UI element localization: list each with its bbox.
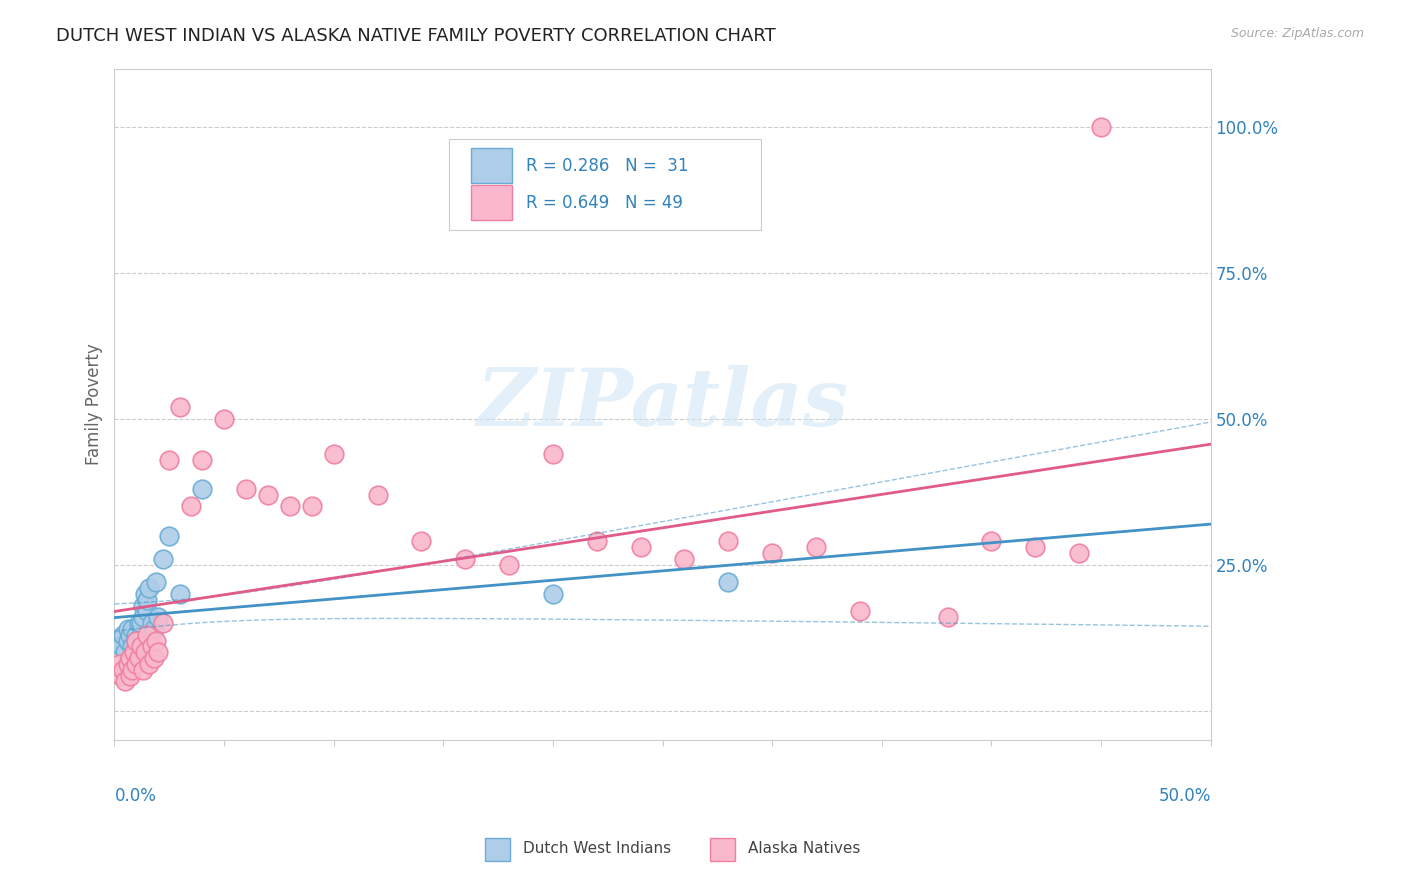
Point — [454, 552, 477, 566]
Point — [138, 657, 160, 671]
Point — [136, 604, 159, 618]
Point — [121, 640, 143, 654]
Text: ZIPatlas: ZIPatlas — [477, 366, 849, 443]
Point — [121, 663, 143, 677]
Point — [112, 663, 135, 677]
Point — [148, 645, 170, 659]
Point — [118, 651, 141, 665]
Text: 0.0%: 0.0% — [114, 787, 156, 805]
Point — [118, 628, 141, 642]
Point — [717, 534, 740, 549]
Point — [169, 400, 191, 414]
Point — [1069, 546, 1091, 560]
Text: DUTCH WEST INDIAN VS ALASKA NATIVE FAMILY POVERTY CORRELATION CHART: DUTCH WEST INDIAN VS ALASKA NATIVE FAMIL… — [56, 27, 776, 45]
Point — [257, 488, 280, 502]
Point — [235, 482, 257, 496]
Point — [129, 628, 152, 642]
Point — [301, 500, 323, 514]
Point — [541, 587, 564, 601]
Point — [117, 622, 139, 636]
Point — [145, 575, 167, 590]
FancyBboxPatch shape — [449, 139, 761, 229]
Point — [322, 447, 344, 461]
Point — [107, 633, 129, 648]
Point — [152, 552, 174, 566]
Text: R = 0.649   N = 49: R = 0.649 N = 49 — [526, 194, 682, 211]
Point — [122, 645, 145, 659]
Point — [128, 651, 150, 665]
Point — [673, 552, 696, 566]
Point — [138, 581, 160, 595]
Point — [152, 616, 174, 631]
Point — [117, 657, 139, 671]
Point — [191, 452, 214, 467]
Point — [132, 663, 155, 677]
Text: 50.0%: 50.0% — [1159, 787, 1211, 805]
Point — [157, 528, 180, 542]
Point — [125, 633, 148, 648]
Point — [107, 657, 129, 671]
Point — [585, 534, 607, 549]
Point — [191, 482, 214, 496]
Bar — [471, 186, 512, 220]
Point — [804, 540, 827, 554]
Point — [114, 645, 136, 659]
Text: Source: ZipAtlas.com: Source: ZipAtlas.com — [1230, 27, 1364, 40]
Point — [148, 610, 170, 624]
Point — [936, 610, 959, 624]
Point — [1024, 540, 1046, 554]
Point — [134, 587, 156, 601]
Point — [169, 587, 191, 601]
Point — [141, 616, 163, 631]
Point — [498, 558, 520, 572]
Point — [121, 622, 143, 636]
Point — [849, 604, 872, 618]
Point — [118, 668, 141, 682]
Point — [541, 447, 564, 461]
Point — [125, 633, 148, 648]
Text: Dutch West Indians: Dutch West Indians — [523, 841, 671, 855]
Text: Alaska Natives: Alaska Natives — [748, 841, 860, 855]
Point — [117, 633, 139, 648]
Point — [110, 668, 132, 682]
Point — [125, 657, 148, 671]
Point — [142, 622, 165, 636]
Point — [136, 628, 159, 642]
Point — [129, 640, 152, 654]
Point — [212, 411, 235, 425]
Point — [132, 610, 155, 624]
Bar — [471, 148, 512, 184]
Point — [717, 575, 740, 590]
Point — [129, 616, 152, 631]
Point — [136, 592, 159, 607]
Point — [157, 452, 180, 467]
Point — [630, 540, 652, 554]
Point — [134, 645, 156, 659]
Point — [125, 628, 148, 642]
Point — [1090, 120, 1112, 134]
Point — [761, 546, 783, 560]
Point — [142, 651, 165, 665]
Point — [366, 488, 388, 502]
Point — [132, 599, 155, 613]
Point — [145, 633, 167, 648]
Point — [122, 645, 145, 659]
Point — [180, 500, 202, 514]
Text: R = 0.286   N =  31: R = 0.286 N = 31 — [526, 157, 688, 175]
Point — [110, 640, 132, 654]
Point — [112, 628, 135, 642]
Y-axis label: Family Poverty: Family Poverty — [86, 343, 103, 465]
Point — [278, 500, 301, 514]
Point — [141, 640, 163, 654]
Point — [128, 616, 150, 631]
Point — [114, 674, 136, 689]
Point — [411, 534, 433, 549]
Point — [980, 534, 1002, 549]
